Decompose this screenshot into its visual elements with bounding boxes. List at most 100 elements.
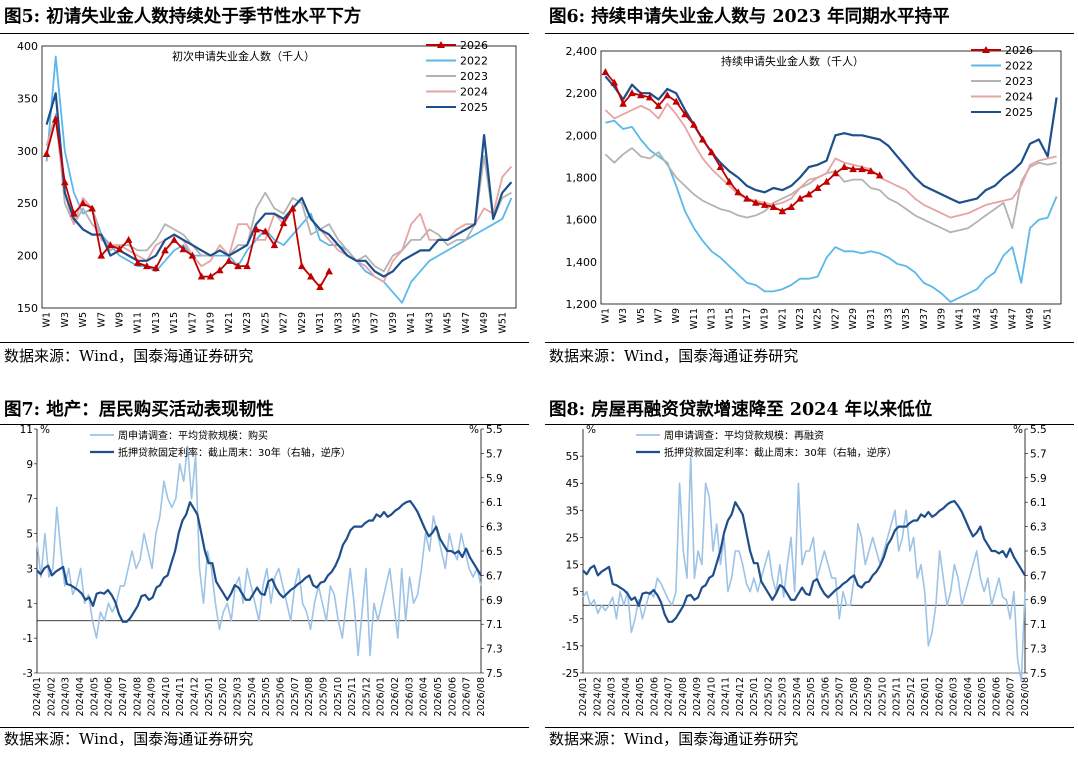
series-line-2026 xyxy=(45,118,330,288)
x-tick-label: 2025/06 xyxy=(820,677,831,716)
x-tick-label: 2024/08 xyxy=(132,677,143,716)
series-point-2026 xyxy=(743,194,751,202)
y-right-tick-label: 6.3 xyxy=(1030,522,1047,534)
series-point-2026 xyxy=(179,245,188,253)
y-tick-label: 1,600 xyxy=(566,214,598,227)
series-line-2023 xyxy=(604,147,1057,234)
y-right-tick-label: 6.5 xyxy=(486,546,503,558)
x-tick-label: W5 xyxy=(78,312,89,327)
source-note: 数据来源：Wind，国泰海通证券研究 xyxy=(549,730,799,748)
y-right-tick-label: 6.1 xyxy=(486,497,503,509)
y-tick-label: 1,800 xyxy=(566,172,598,185)
x-tick-label: 2026/02 xyxy=(390,677,401,716)
x-tick-label: 2026/04 xyxy=(963,677,974,716)
y-left-tick-label: -5 xyxy=(569,614,579,626)
series-point-2026 xyxy=(849,165,857,173)
y-tick-label: 350 xyxy=(17,92,38,105)
x-tick-label: W21 xyxy=(224,312,235,333)
x-tick-label: 2025/08 xyxy=(304,677,315,716)
series-point-2026 xyxy=(840,162,849,170)
legend-label-2023: 2023 xyxy=(1005,75,1033,88)
x-tick-label: W35 xyxy=(901,308,912,329)
x-tick-label: 2024/04 xyxy=(621,677,632,716)
x-tick-label: W45 xyxy=(990,308,1001,329)
series-point-2026 xyxy=(787,203,795,211)
legend-marker-2026 xyxy=(982,46,990,53)
y-right-tick-label: 5.9 xyxy=(486,473,503,485)
y-tick-label: 150 xyxy=(17,302,38,315)
series-line-2022 xyxy=(605,119,1058,303)
y-left-tick-label: 5 xyxy=(26,529,33,541)
series-point-2026 xyxy=(70,209,78,217)
x-tick-label: 2025/09 xyxy=(318,677,329,716)
left-unit: % xyxy=(40,424,50,436)
title-rule xyxy=(545,424,1074,425)
legend-label-2023: 2023 xyxy=(460,70,488,83)
x-tick-label: W7 xyxy=(654,308,665,323)
legend-label-2026: 2026 xyxy=(460,39,488,52)
x-tick-label: W39 xyxy=(937,308,948,329)
x-tick-label: W37 xyxy=(370,312,381,333)
y-tick-label: 300 xyxy=(17,145,38,158)
plot-frame xyxy=(41,45,517,309)
y-right-tick-label: 7.1 xyxy=(486,619,503,631)
x-tick-label: 2025/05 xyxy=(261,677,272,716)
x-tick-label: W15 xyxy=(724,308,735,329)
series-point-2026 xyxy=(796,194,804,202)
x-tick-label: W23 xyxy=(242,312,253,333)
y-tick-label: 2,000 xyxy=(566,129,598,142)
chart-title: 图8: 房屋再融资贷款增速降至 2024 年以来低位 xyxy=(549,400,933,420)
series-point-2026 xyxy=(234,262,242,270)
x-tick-label: W27 xyxy=(279,312,290,333)
y-tick-label: 250 xyxy=(17,197,38,210)
series-point-2026 xyxy=(297,262,306,270)
y-left-tick-label: -25 xyxy=(562,668,579,680)
x-tick-label: 2025/10 xyxy=(877,677,888,716)
series-point-2026 xyxy=(288,204,297,212)
series-point-2026 xyxy=(867,167,875,175)
x-tick-label: W3 xyxy=(618,308,629,323)
y-right-tick-label: 6.1 xyxy=(1030,497,1047,509)
x-tick-label: 2025/02 xyxy=(763,677,774,716)
y-tick-label: 1,200 xyxy=(566,298,598,311)
title-rule xyxy=(0,424,529,425)
source-rule xyxy=(545,727,1074,728)
source-note: 数据来源：Wind，国泰海通证券研究 xyxy=(4,730,254,748)
series-point-2026 xyxy=(805,190,813,198)
series-point-2026 xyxy=(752,198,760,206)
series-point-2026 xyxy=(858,165,866,173)
x-tick-label: 2026/06 xyxy=(447,677,458,716)
x-tick-label: 2026/07 xyxy=(1006,677,1017,716)
x-tick-label: W33 xyxy=(333,312,344,333)
series-point-2026 xyxy=(628,89,636,97)
legend-marker-2026 xyxy=(437,41,445,48)
x-tick-label: 2024/01 xyxy=(578,677,589,716)
x-tick-label: 2025/04 xyxy=(792,677,803,716)
x-tick-label: 2025/03 xyxy=(778,677,789,716)
x-tick-label: 2026/08 xyxy=(1020,677,1031,716)
x-tick-label: 2025/05 xyxy=(806,677,817,716)
series-point-2026 xyxy=(875,171,884,179)
plot-frame xyxy=(600,50,1062,305)
series-point-2026 xyxy=(325,267,333,275)
x-tick-label: W13 xyxy=(707,308,718,329)
y-tick-label: 200 xyxy=(17,250,38,263)
series-point-2026 xyxy=(813,184,822,192)
x-tick-label: W11 xyxy=(689,308,700,329)
x-tick-label: 2025/11 xyxy=(892,677,903,716)
y-tick-label: 400 xyxy=(17,40,38,53)
y-tick-label: 1,400 xyxy=(566,256,598,269)
y-right-tick-label: 6.7 xyxy=(1030,570,1047,582)
x-tick-label: 2025/03 xyxy=(233,677,244,716)
legend-label-2022: 2022 xyxy=(460,55,488,68)
y-left-tick-label: 5 xyxy=(572,587,579,599)
y-left-tick-label: 11 xyxy=(20,424,33,436)
y-left-tick-label: -15 xyxy=(562,641,579,653)
x-tick-label: 2024/02 xyxy=(46,677,57,716)
series-point-2026 xyxy=(188,251,197,259)
x-tick-label: W17 xyxy=(742,308,753,329)
series-point-2026 xyxy=(601,68,610,76)
source-note: 数据来源：Wind，国泰海通证券研究 xyxy=(4,347,254,365)
series-point-2026 xyxy=(822,177,831,185)
chart-purchase-loan: 11 9 7 5 3 1 -1 -3 5.5 5.7 5.9 6.1 6.3 6.5 6.7 6.9 7.1 7.… xyxy=(20,424,503,716)
